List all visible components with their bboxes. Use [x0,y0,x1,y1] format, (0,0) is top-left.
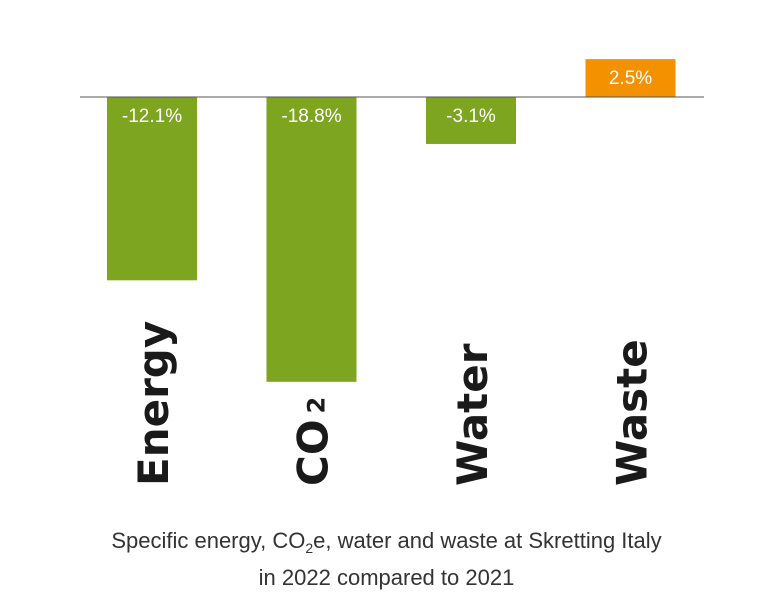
category-label-text: Water [448,343,497,486]
category-label-subscript: 2 [303,397,331,414]
caption-line-1: Specific energy, CO2e, water and waste a… [0,526,773,563]
bar-chart: -12.1% Energy -18.8% CO 2 -3.1% Water 2.5% Waste [80,59,704,486]
bar-waste [585,59,676,97]
category-label-co2: CO 2 [289,397,338,486]
caption-line-1-start: Specific energy, CO [111,528,306,553]
category-label-text: CO [289,419,338,486]
chart-caption: Specific energy, CO2e, water and waste a… [0,526,773,593]
category-label-water: Water [448,343,497,486]
value-label-water: -3.1% [446,106,496,127]
caption-line-1-end: e, water and waste at Skretting Italy [313,528,662,553]
bar-energy [107,97,197,281]
caption-subscript: 2 [305,540,314,556]
caption-line-2: in 2022 compared to 2021 [258,565,515,590]
bar-water [426,97,516,144]
bar-co2 [266,97,357,382]
category-label-waste: Waste [608,339,657,486]
value-label-waste: 2.5% [609,68,652,89]
category-label-text: Energy [129,321,178,486]
category-label-text: Waste [608,339,657,486]
value-label-co2: -18.8% [281,106,341,127]
category-label-energy: Energy [129,321,178,486]
value-label-energy: -12.1% [122,106,182,127]
